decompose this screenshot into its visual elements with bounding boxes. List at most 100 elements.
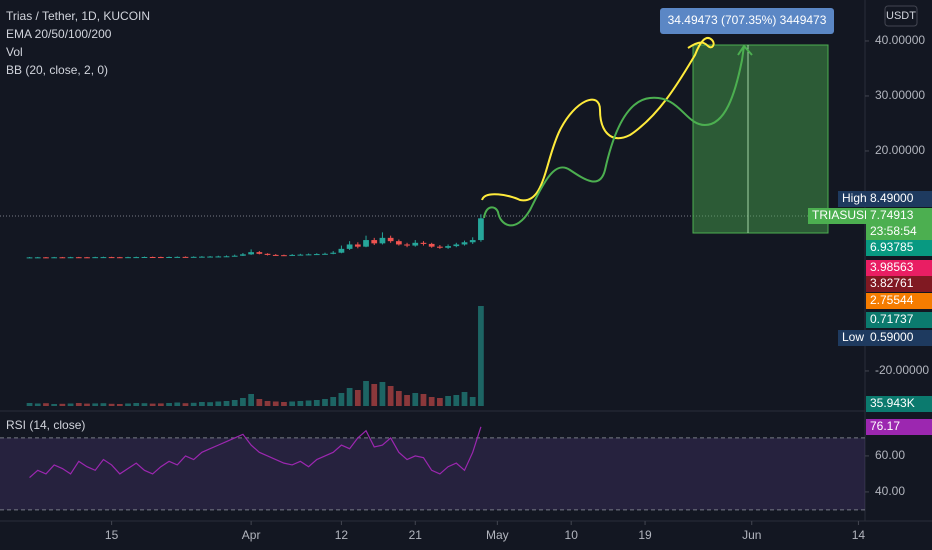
candle-body (26, 257, 33, 259)
x-tick-label: Jun (742, 528, 761, 542)
volume-bar (26, 403, 33, 406)
y-tick-label: -20.00000 (875, 363, 929, 377)
badge-box (866, 330, 932, 346)
volume-bar (281, 402, 287, 406)
volume-bar (437, 398, 443, 406)
volume-bar (305, 400, 312, 406)
badge-value: 3.98563 (870, 260, 914, 274)
candle-body (469, 240, 476, 243)
volume-bar (100, 403, 107, 406)
indicator: EMA 20/50/100/200 (6, 27, 112, 41)
candle-body (354, 244, 361, 247)
volume-bar (207, 402, 213, 406)
candle-body (461, 242, 468, 245)
volume-bar (289, 401, 296, 406)
candle-body (346, 244, 353, 249)
volume-bar (379, 382, 386, 406)
candle-body (215, 256, 222, 258)
badge-value: 0.71737 (870, 312, 914, 326)
candle-body (108, 257, 115, 259)
candle-body (75, 257, 82, 259)
y-tick-label: 30.00000 (875, 88, 925, 102)
volume-bar (84, 403, 90, 406)
candle-body (59, 257, 66, 259)
candle-body (240, 254, 246, 256)
rsi-band-fill (0, 437, 865, 510)
volume-bar (92, 403, 99, 406)
candle-body (125, 257, 131, 259)
badge-value: 2.75544 (870, 293, 914, 307)
candle-body (223, 256, 230, 258)
candle-body (338, 248, 345, 253)
volume-bar (43, 403, 49, 406)
volume-bar (223, 401, 230, 406)
volume-bar (182, 403, 189, 406)
volume-bar (174, 402, 181, 406)
volume-bar (75, 403, 82, 406)
badge-value: 0.59000 (870, 330, 914, 344)
volume-bar (231, 400, 238, 406)
candle-body (420, 242, 427, 244)
rsi-tick-label: 40.00 (875, 484, 905, 498)
candle-body (182, 256, 189, 258)
x-tick-label: Apr (242, 528, 261, 542)
measure-label: 34.49473 (707.35%) 3449473 (668, 13, 827, 27)
volume-bar (445, 396, 451, 406)
badge-box (866, 419, 932, 435)
candle-body (437, 246, 443, 248)
volume-bar (116, 404, 123, 406)
rsi-line (29, 426, 482, 478)
x-tick-label: 10 (565, 528, 579, 542)
candle-body (289, 254, 296, 256)
badge-box (866, 312, 932, 328)
badge-value: 23:58:54 (870, 224, 917, 238)
volume-bar (125, 403, 131, 406)
candle-body (34, 257, 41, 259)
volume-bar (330, 397, 337, 406)
candle-body (453, 244, 460, 247)
badge-label: High (842, 191, 867, 205)
badge-box (866, 191, 932, 207)
volume-bar (272, 401, 279, 406)
badge-box (866, 396, 932, 412)
volume-bar (157, 403, 164, 406)
volume-bar (395, 391, 402, 406)
volume-bar (420, 394, 427, 406)
badge-value: 6.93785 (870, 240, 914, 254)
candle-body (305, 254, 312, 256)
currency-box[interactable] (884, 5, 918, 27)
badge-label: Low (842, 330, 864, 344)
volume-bar (166, 403, 172, 406)
volume-bar (141, 403, 148, 406)
candle-body (116, 257, 123, 259)
volume-bar (108, 403, 115, 406)
volume-bar (313, 400, 320, 406)
volume-bar (240, 398, 246, 406)
badge-box (866, 293, 932, 309)
candle-body (371, 240, 378, 244)
currency[interactable]: USDT (886, 10, 916, 22)
candle-body (231, 255, 238, 257)
candle-body (67, 257, 74, 259)
candle-body (256, 252, 263, 254)
candle-body (281, 255, 287, 257)
volume-bar (338, 393, 345, 406)
x-tick-label: 21 (409, 528, 423, 542)
candle-body (92, 257, 99, 259)
volume-bar (59, 403, 66, 406)
badge-box (866, 240, 932, 256)
candle-body (313, 254, 320, 256)
badge-label-box (838, 191, 868, 207)
badge-box (866, 208, 932, 224)
measure-box (692, 44, 829, 234)
candle-body (297, 254, 304, 256)
candle-body (133, 257, 140, 259)
volume-bar (51, 404, 58, 406)
volume-bar (461, 392, 468, 406)
marks (26, 214, 484, 406)
volume-bar (478, 306, 484, 406)
candle-body (84, 257, 90, 259)
candle-body (404, 244, 410, 246)
